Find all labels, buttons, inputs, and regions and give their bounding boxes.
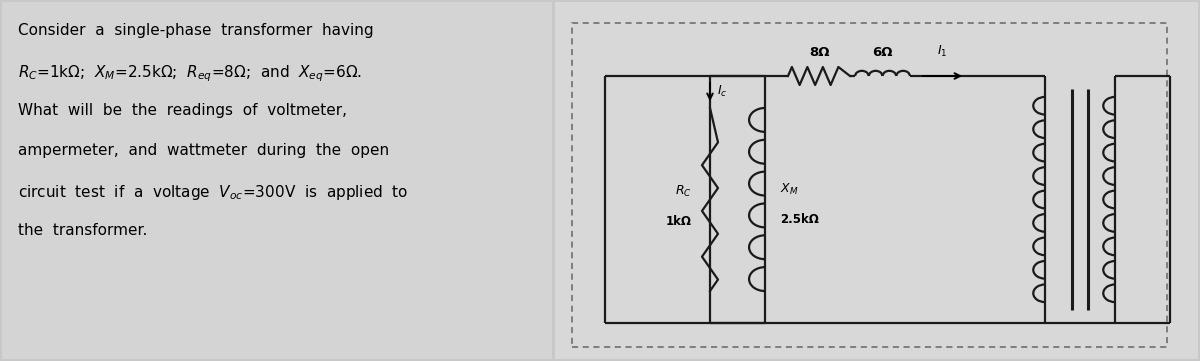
Text: $R_C$: $R_C$ bbox=[676, 184, 692, 199]
Text: 2.5kΩ: 2.5kΩ bbox=[780, 213, 818, 226]
Text: $X_M$: $X_M$ bbox=[780, 182, 798, 197]
Text: $I_1$: $I_1$ bbox=[937, 44, 948, 59]
Text: $R_C$=1k$\Omega$;  $X_M$=2.5k$\Omega$;  $R_{eq}$=8$\Omega$;  and  $X_{eq}$=6$\Om: $R_C$=1k$\Omega$; $X_M$=2.5k$\Omega$; $R… bbox=[18, 63, 362, 84]
Text: circuit  test  if  a  voltage  $V_{oc}$=300V  is  applied  to: circuit test if a voltage $V_{oc}$=300V … bbox=[18, 183, 408, 202]
Text: 6Ω: 6Ω bbox=[872, 46, 893, 59]
Bar bbox=[572, 23, 1166, 347]
Text: 8Ω: 8Ω bbox=[809, 46, 829, 59]
Bar bbox=[2, 2, 552, 359]
Bar bbox=[554, 2, 1198, 359]
Text: Consider  a  single-phase  transformer  having: Consider a single-phase transformer havi… bbox=[18, 23, 373, 38]
Text: 1kΩ: 1kΩ bbox=[666, 215, 692, 228]
Text: $I_c$: $I_c$ bbox=[718, 83, 727, 99]
Text: What  will  be  the  readings  of  voltmeter,: What will be the readings of voltmeter, bbox=[18, 103, 347, 118]
Text: the  transformer.: the transformer. bbox=[18, 223, 148, 238]
Text: ampermeter,  and  wattmeter  during  the  open: ampermeter, and wattmeter during the ope… bbox=[18, 143, 389, 158]
